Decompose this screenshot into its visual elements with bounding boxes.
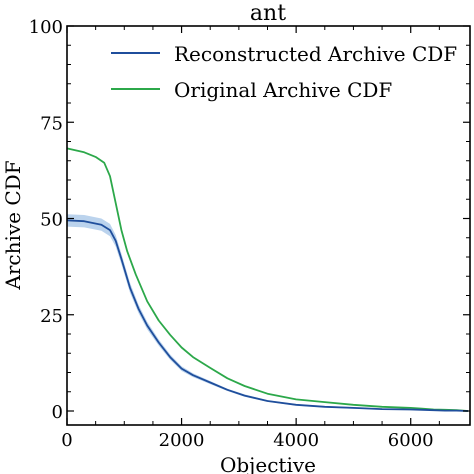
chart-title: ant bbox=[250, 1, 286, 26]
y-axis-label: Archive CDF bbox=[1, 160, 25, 290]
x-axis-label: Objective bbox=[220, 453, 316, 474]
x-tick-label: 2000 bbox=[159, 430, 205, 451]
x-tick-label: 0 bbox=[61, 430, 72, 451]
legend: Reconstructed Archive CDF Original Archi… bbox=[111, 42, 457, 102]
series-line-0 bbox=[66, 219, 469, 412]
x-tick-label: 6000 bbox=[388, 430, 434, 451]
x-tick-label: 4000 bbox=[273, 430, 319, 451]
plot-area bbox=[66, 147, 469, 412]
y-tick-label: 75 bbox=[40, 113, 63, 134]
y-tick-label: 50 bbox=[40, 210, 63, 231]
plot-frame bbox=[66, 25, 471, 426]
legend-label-reconstructed: Reconstructed Archive CDF bbox=[174, 42, 457, 66]
y-tick-label: 0 bbox=[52, 402, 63, 423]
y-tick-label: 100 bbox=[29, 17, 63, 38]
legend-label-original: Original Archive CDF bbox=[174, 78, 392, 102]
y-tick-label: 25 bbox=[40, 306, 63, 327]
series-0-confidence-band bbox=[67, 214, 468, 411]
series-line-1 bbox=[66, 147, 469, 412]
axis-ticks: 0 2000 4000 6000 0 25 50 75 100 bbox=[29, 17, 470, 451]
